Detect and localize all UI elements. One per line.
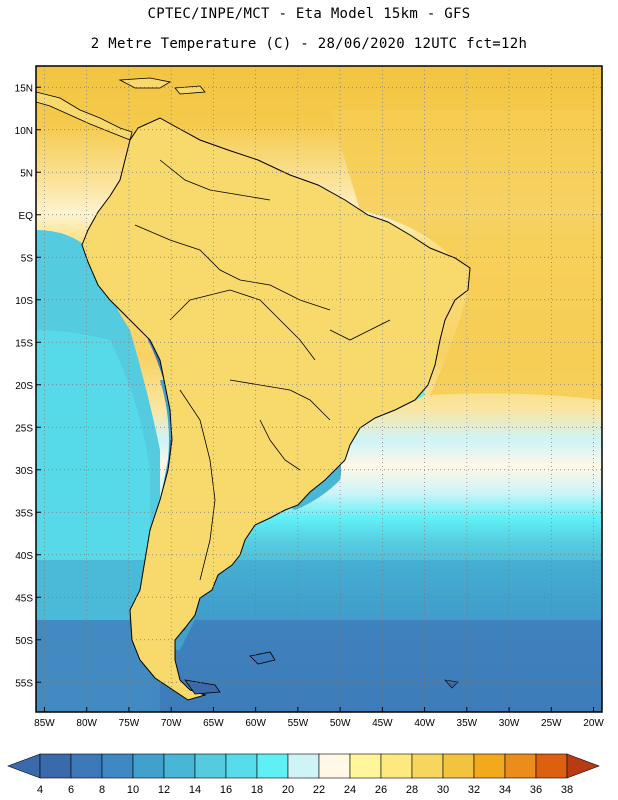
colorbar-segment	[256, 753, 289, 779]
lon-tick-label: 65W	[203, 718, 224, 729]
lat-tick-label: 50S	[15, 636, 33, 647]
colorbar-segment	[101, 753, 134, 779]
colorbar-segment	[225, 753, 258, 779]
colorbar-segment	[163, 753, 196, 779]
lon-tick-label: 60W	[245, 718, 266, 729]
colorbar-label: 30	[437, 784, 449, 796]
latitude-axis: 15N 10N 5N EQ 5S 10S 15S 20S 25S 30S 35S 40S 45S 50S 5…	[15, 83, 41, 689]
falkland-islands	[249, 651, 276, 665]
colorbar-label: 16	[220, 784, 232, 796]
colorbar-label: 8	[99, 784, 105, 796]
colorbar-label: 26	[375, 784, 387, 796]
lon-tick-label: 70W	[161, 718, 182, 729]
colorbar-segment	[535, 753, 568, 779]
colorbar-segment	[380, 753, 413, 779]
colorbar	[7, 753, 600, 779]
lat-tick-label: 55S	[15, 678, 33, 689]
lat-tick-label: 45S	[15, 593, 33, 604]
colorbar-label: 32	[468, 784, 480, 796]
tierra-del-fuego	[184, 679, 221, 695]
lat-tick-label: 10N	[15, 126, 33, 137]
colorbar-label: 4	[37, 784, 43, 796]
colorbar-segment	[442, 753, 475, 779]
colorbar-label: 34	[499, 784, 511, 796]
lat-tick-label: 10S	[15, 296, 33, 307]
colorbar-labels: 4 6 8 10 12 14 16 18 20 22 24 26 28 30 32 34 36 38	[37, 784, 573, 796]
lon-tick-label: 75W	[119, 718, 140, 729]
lon-tick-label: 25W	[541, 718, 562, 729]
colorbar-segment	[194, 753, 227, 779]
lat-tick-label: 30S	[15, 466, 33, 477]
lat-tick-label: EQ	[19, 211, 34, 222]
colorbar-segment	[318, 753, 351, 779]
colorbar-left-arrow	[7, 753, 41, 779]
lon-tick-label: 40W	[414, 718, 435, 729]
colorbar-label: 24	[344, 784, 356, 796]
colorbar-label: 18	[251, 784, 263, 796]
lat-tick-label: 15S	[15, 338, 33, 349]
colorbar-label: 6	[68, 784, 74, 796]
lon-tick-label: 45W	[372, 718, 393, 729]
colorbar-label: 20	[282, 784, 294, 796]
colorbar-label: 14	[189, 784, 201, 796]
colorbar-label: 28	[406, 784, 418, 796]
map-frame	[35, 65, 603, 713]
colorbar-segment	[70, 753, 103, 779]
lat-tick-label: 20S	[15, 381, 33, 392]
lon-tick-label: 35W	[457, 718, 478, 729]
lat-tick-label: 40S	[15, 551, 33, 562]
tropical-atlantic-band	[330, 110, 602, 400]
chart-title: CPTEC/INPE/MCT - Eta Model 15km - GFS	[147, 6, 471, 22]
colorbar-segment	[132, 753, 165, 779]
lon-tick-label: 85W	[34, 718, 55, 729]
colorbar-label: 10	[127, 784, 139, 796]
colorbar-label: 22	[313, 784, 325, 796]
lat-tick-label: 15N	[15, 83, 33, 94]
lat-tick-label: 35S	[15, 508, 33, 519]
colorbar-segment	[39, 753, 72, 779]
colorbar-right-arrow	[566, 753, 600, 779]
lat-tick-label: 25S	[15, 423, 33, 434]
colorbar-segment	[411, 753, 444, 779]
lon-tick-label: 30W	[499, 718, 520, 729]
colorbar-segment	[349, 753, 382, 779]
lon-tick-label: 80W	[76, 718, 97, 729]
chart-subtitle: 2 Metre Temperature (C) - 28/06/2020 12U…	[90, 36, 528, 52]
cuba-land	[118, 77, 172, 89]
lon-tick-label: 55W	[288, 718, 309, 729]
lat-tick-label: 5S	[21, 253, 34, 264]
colorbar-label: 36	[530, 784, 542, 796]
lat-tick-label: 5N	[20, 168, 33, 179]
lon-tick-label: 20W	[583, 718, 604, 729]
hispaniola-land	[174, 85, 206, 95]
colorbar-segment	[287, 753, 320, 779]
colorbar-segment	[473, 753, 506, 779]
longitude-axis: 85W 80W 75W 70W 65W 60W 55W 50W 45W 40W 35W 30W 25W 2…	[34, 707, 604, 729]
colorbar-segment	[504, 753, 537, 779]
country-borders	[134, 159, 391, 581]
lon-tick-label: 50W	[330, 718, 351, 729]
colorbar-label: 38	[561, 784, 573, 796]
southern-ocean-band-2	[36, 620, 602, 712]
colorbar-label: 12	[158, 784, 170, 796]
